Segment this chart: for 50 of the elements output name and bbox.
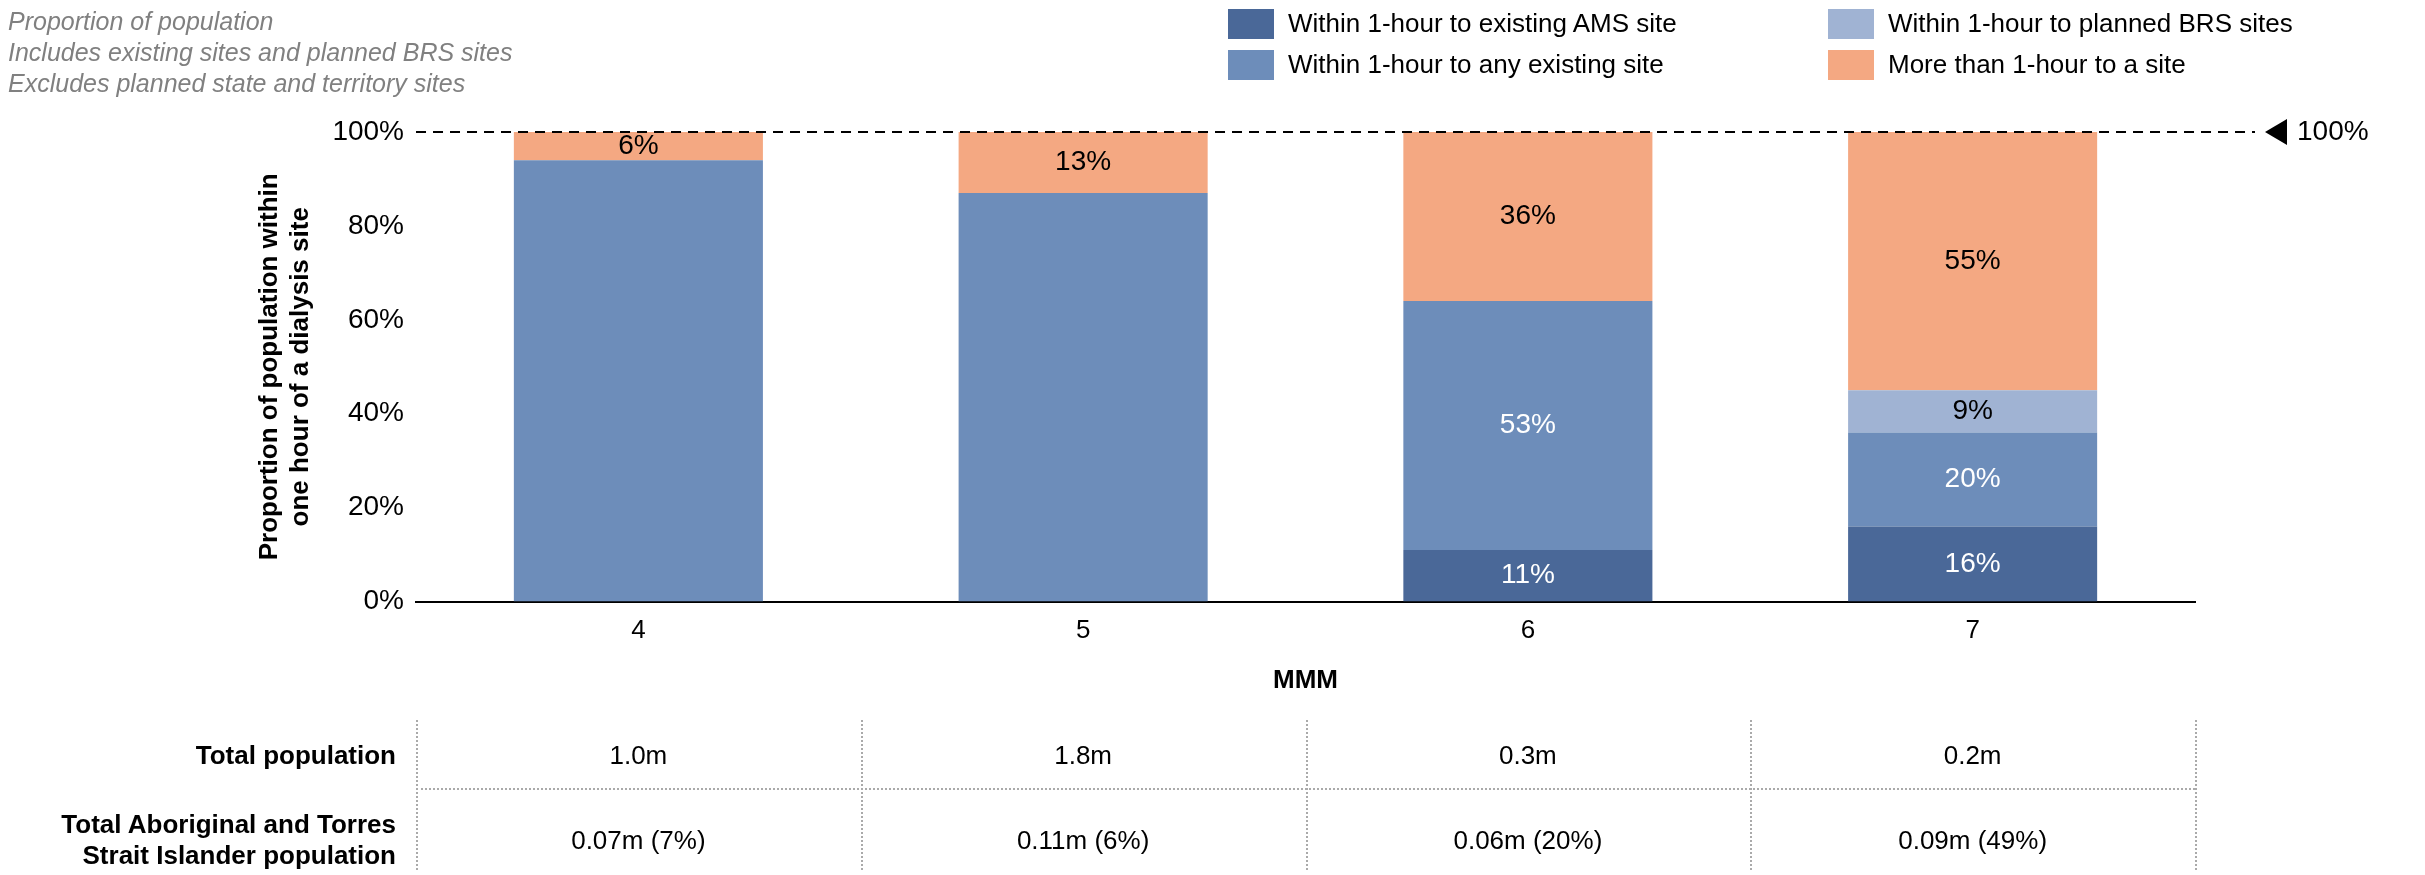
bar	[1848, 390, 2098, 433]
ref-line-label: 100%	[2297, 114, 2369, 146]
bar	[958, 193, 1208, 602]
text: 0.09m (49%)	[1898, 823, 2048, 857]
data-label: 20%	[1944, 462, 2001, 494]
bar	[1403, 132, 1653, 302]
text: Total population	[194, 738, 396, 772]
legend-label: More than 1-hour to a site	[1888, 49, 2186, 80]
bar	[1403, 549, 1653, 602]
text: 0.11m (6%)	[1016, 823, 1150, 857]
bar	[1848, 526, 2098, 602]
x-tick-label: 5	[1075, 614, 1091, 645]
text: Excludes planned state and territory sites	[8, 68, 467, 99]
data-label: 6%	[618, 128, 659, 160]
data-label: 11%	[1500, 558, 1555, 590]
text: 1.0m	[609, 738, 668, 772]
bar	[513, 160, 763, 602]
bar	[1848, 432, 2098, 527]
data-label: 16%	[1944, 546, 2001, 578]
x-tick-label: 7	[1965, 614, 1980, 645]
bar	[958, 132, 1208, 194]
bar	[1848, 132, 2098, 391]
text: Includes existing sites and planned BRS sites	[8, 37, 513, 68]
data-label: 13%	[1055, 145, 1112, 177]
x-tick-label: 4	[631, 614, 646, 645]
y-axis-title: Proportion of population within one hour of a dialysis site	[252, 173, 314, 561]
text: 0.3m	[1498, 738, 1557, 772]
text: 1.8m	[1054, 738, 1113, 772]
data-label: 36%	[1499, 199, 1556, 231]
bar	[1403, 301, 1653, 550]
text: Proportion of population	[8, 6, 275, 37]
legend-label: Within 1-hour to planned BRS sites	[1888, 8, 2293, 39]
legend-label: Within 1-hour to existing AMS site	[1288, 8, 1677, 39]
y-tick-label: 60%	[347, 302, 405, 334]
y-tick-label: 40%	[347, 396, 405, 428]
y-tick-label: 100%	[332, 114, 405, 146]
text: 0.06m (20%)	[1453, 823, 1603, 857]
text: 0.07m (7%)	[571, 823, 706, 857]
x-tick-label: 6	[1520, 614, 1536, 645]
data-label: 9%	[1952, 394, 1993, 426]
data-label: 55%	[1944, 243, 2001, 275]
data-label: 53%	[1499, 408, 1556, 440]
x-axis-title: MMM	[1273, 663, 1338, 694]
legend-label: Within 1-hour to any existing site	[1288, 49, 1664, 80]
y-tick-label: 20%	[347, 490, 405, 522]
bar	[513, 132, 763, 161]
y-tick-label: 80%	[347, 208, 405, 240]
text: Total Aboriginal and Torres Strait Islander population	[60, 808, 396, 872]
text: 0.2m	[1943, 738, 2002, 772]
y-tick-label: 0%	[363, 584, 405, 616]
